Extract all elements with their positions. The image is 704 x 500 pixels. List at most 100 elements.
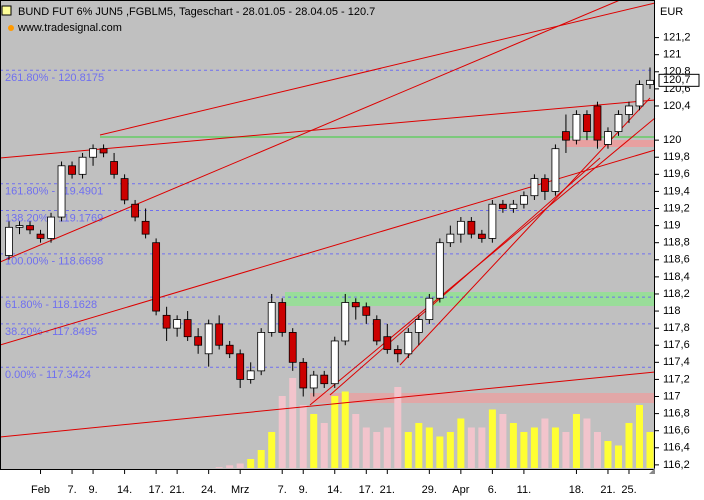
volume-bar [530,427,538,468]
candle-body [583,114,591,133]
candle-body [204,323,213,355]
x-tick-label: 9. [88,484,97,496]
x-tick-label: Apr [452,484,469,496]
candle-body [57,165,66,218]
candle-body [267,302,276,333]
x-tick-label: 11. [517,484,531,496]
candle-body [393,349,402,355]
volume-bar [310,414,318,468]
candle-body [435,242,444,299]
x-tick-label: 17. [148,484,163,496]
candle-body [509,203,518,209]
volume-bar [215,467,223,468]
trendline [0,0,621,263]
fib-label: 261.80% - 120.8175 [5,72,104,84]
x-tick-label: 25. [621,484,636,496]
trendline [329,157,601,396]
y-axis-label: EUR [660,6,683,18]
candle-body [520,195,528,205]
support-zone [285,292,655,306]
candle-body [78,156,87,175]
volume-bar [572,414,580,468]
candle-body [225,344,234,355]
subtitle: www.tradesignal.com [17,22,122,34]
corner [649,468,655,474]
x-tick-label: Mrz [231,484,249,496]
x-tick-label: Feb [31,484,50,496]
volume-bar [551,427,559,468]
volume-bar [635,405,643,468]
x-tick-label: 18. [569,484,584,496]
volume-bar [257,450,265,468]
candle-body [551,148,560,192]
candle-body [299,361,308,389]
volume-bar [541,418,549,468]
candle-body [15,225,24,228]
y-tick-label: 117,8 [663,322,690,334]
y-tick-label: 118,8 [663,237,690,249]
volume-bar [394,387,402,468]
y-tick-label: 117,4 [663,356,690,368]
volume-bar [352,414,360,468]
candle-body [467,220,476,235]
fib-label: 61.80% - 118.1628 [5,299,97,311]
candle-body [246,370,255,380]
candle-body [562,131,570,141]
plot-area [0,0,655,470]
volume-bar [593,432,601,468]
y-tick-label: 119,6 [663,168,690,180]
candle-body [236,353,245,380]
candle-body [614,114,623,133]
volume-bar [362,427,370,468]
x-tick-label: 7. [67,484,76,496]
candle-body [288,332,297,363]
candle-body [488,203,497,239]
candles [5,67,654,397]
x-tick-label: 21. [169,484,184,496]
candle-body [446,233,455,244]
candle-body [362,306,371,316]
volume-bar [247,459,255,468]
x-tick-label: 24. [201,484,216,496]
x-tick-label: 7. [278,484,287,496]
y-tick-label: 116,4 [663,442,690,454]
volume-bar [373,432,381,468]
y-tick-label: 118 [663,305,681,317]
candle-body [477,233,486,239]
candle-body [26,225,34,231]
y-tick-label: 118,2 [663,288,690,300]
y-tick-label: 119,2 [663,202,690,214]
volume-bar [289,378,297,468]
candle-body [183,319,192,338]
candle-body [173,319,182,329]
candle-body [498,203,507,209]
fib-label: 0.00% - 117.3424 [5,369,91,381]
volume-bar [425,427,433,468]
x-tick-label: 9. [299,484,308,496]
candle-body [646,79,654,85]
volume-zone [310,393,655,403]
candle-body [141,220,150,235]
candle-body [194,336,203,346]
volume-bar [457,418,465,468]
icon [1,5,12,16]
candle-body [530,178,539,197]
volume-bar [488,409,496,468]
candle-body [456,220,465,235]
y-tick-label: 121 [663,49,681,61]
x-tick-label: 29. [422,484,437,496]
candle-body [383,336,392,350]
x-tick-label: 21. [600,484,615,496]
volume-bar [404,432,412,468]
candle-body [89,148,97,158]
candle-body [341,302,350,342]
fib-label: 161.80% - 119.4901 [5,186,103,198]
candle-body [372,319,381,342]
volume-bar [583,418,591,468]
candle-body [162,314,171,329]
y-tick-label: 118,4 [663,271,690,283]
candle-body [604,131,612,145]
y-tick-label: 118,6 [663,254,690,266]
candle-body [330,340,339,385]
volume-bar [299,405,307,468]
